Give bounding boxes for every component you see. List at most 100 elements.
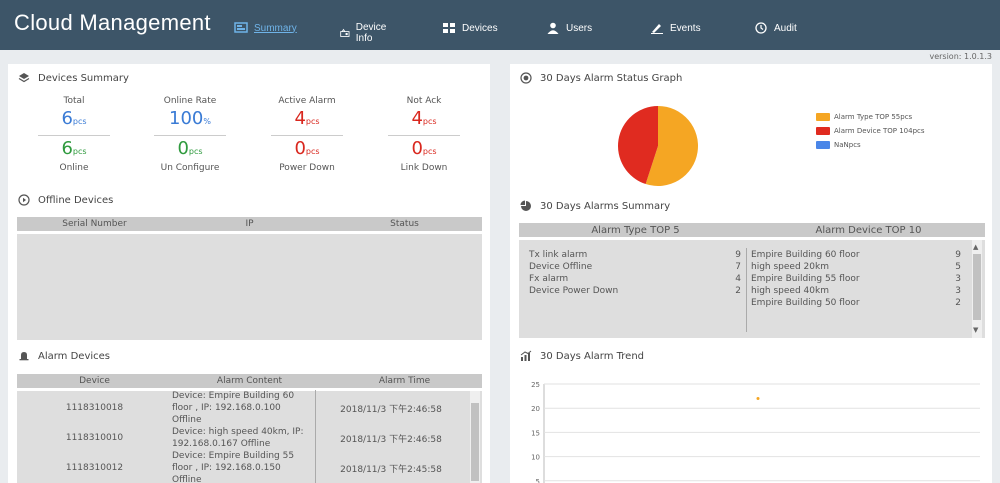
cell-time: 2018/11/3 下午2:46:58 [340, 434, 442, 445]
alarm-table-scrollbar[interactable] [470, 391, 480, 483]
cell-content: Device: Empire Building 60 floor , IP: 1… [172, 390, 316, 426]
legend-item[interactable]: Alarm Device TOP 104pcs [816, 124, 925, 138]
alarm-bell-icon [19, 352, 29, 361]
column-header[interactable]: Status [390, 219, 419, 229]
cell-device: 1118310018 [65, 403, 124, 413]
scroll-down-arrow[interactable]: ▼ [973, 326, 979, 334]
column-header[interactable]: Serial Number [62, 219, 127, 229]
alarms-summary-title: 30 Days Alarms Summary [520, 200, 670, 212]
list-item: Fx alarm 4 [529, 273, 741, 285]
item-name: Empire Building 50 floor [751, 298, 860, 308]
stat-number: 4 [294, 108, 306, 129]
pie-slice[interactable] [645, 106, 698, 186]
alarm-trend-title: 30 Days Alarm Trend [520, 350, 644, 362]
nav-events-label: Events [670, 22, 701, 34]
alarm-devices-title: Alarm Devices [18, 350, 110, 362]
alarm-device-header[interactable]: Alarm Device TOP 10 [815, 224, 922, 236]
pie-slice[interactable] [618, 106, 658, 185]
item-name: Empire Building 55 floor [751, 274, 860, 284]
scroll-up-arrow[interactable]: ▲ [973, 243, 979, 251]
offline-devices-title-text: Offline Devices [38, 194, 114, 206]
data-point[interactable] [756, 397, 760, 401]
list-item: Device Power Down 2 [529, 285, 741, 297]
stat-number: 0 [294, 138, 306, 159]
list-item: Device Offline 7 [529, 261, 741, 273]
alarms-summary-scrollbar[interactable]: ▲ ▼ [972, 240, 982, 338]
list-item: Empire Building 60 floor 9 [751, 249, 961, 261]
cell-device: 1118310010 [65, 433, 124, 443]
stat-value: 0pcs [267, 138, 347, 163]
alarm-trend-title-text: 30 Days Alarm Trend [540, 350, 645, 362]
right-panel: 30 Days Alarm Status Graph 30 Days Alarm… [510, 64, 992, 483]
stat-number: 4 [411, 108, 423, 129]
cell-content: Device: Empire Building 55 floor , IP: 1… [172, 450, 316, 483]
stat-number: 100 [169, 108, 204, 129]
left-panel: Devices Summary Total 6pcs 6pcs Online O… [8, 64, 490, 483]
alarm-type-list: Tx link alarm 9 Device Offline 7 Fx alarm 4… [529, 249, 741, 297]
column-header[interactable]: IP [245, 219, 254, 229]
stat-unit: pcs [422, 117, 437, 126]
legend-label: Alarm Type TOP 55pcs [834, 113, 913, 121]
item-count: 7 [735, 262, 741, 272]
table-row[interactable]: 1118310012 Device: Empire Building 55 fl… [17, 450, 467, 483]
nav-summary[interactable]: Summary [234, 22, 297, 34]
item-name: Empire Building 60 floor [751, 250, 860, 260]
item-count: 4 [735, 274, 741, 284]
nav-audit[interactable]: Audit [754, 22, 797, 34]
stat-label: Un Configure [160, 163, 220, 173]
y-tick-label: 25 [531, 381, 540, 389]
divider [746, 248, 747, 332]
alarm-table-header: Device Alarm Content Alarm Time [17, 374, 482, 388]
device-icon [340, 28, 350, 37]
nav-summary-label: Summary [254, 22, 297, 34]
list-item: high speed 40km 3 [751, 285, 961, 297]
stat-unit: pcs [305, 117, 320, 126]
y-tick-label: 10 [531, 454, 540, 462]
cell-time: 2018/11/3 下午2:46:58 [340, 404, 442, 415]
table-row[interactable]: 1118310010 Device: high speed 40km, IP: … [17, 423, 467, 453]
line-chart-icon [520, 350, 532, 361]
nav-device-info-label: Device Info [355, 22, 387, 44]
item-count: 2 [955, 298, 961, 308]
column-header[interactable]: Alarm Content [216, 376, 283, 386]
y-tick-label: 20 [531, 405, 540, 413]
stat-value: 6pcs [34, 108, 114, 133]
layers-icon [18, 73, 30, 83]
offline-devices-title: Offline Devices [18, 194, 113, 206]
devices-summary-title-text: Devices Summary [38, 72, 129, 84]
scrollbar-thumb[interactable] [471, 403, 479, 481]
item-count: 2 [735, 286, 741, 296]
nav-users[interactable]: Users [546, 22, 592, 34]
scrollbar-thumb[interactable] [973, 254, 981, 320]
item-name: Tx link alarm [529, 250, 588, 260]
legend-item[interactable]: NaNpcs [816, 138, 925, 152]
item-count: 3 [955, 286, 961, 296]
column-header[interactable]: Device [79, 376, 110, 386]
divider [154, 135, 226, 136]
stat-label: Power Down [279, 163, 335, 173]
table-row[interactable]: 1118310018 Device: Empire Building 60 fl… [17, 390, 467, 426]
stat-label: Online [59, 163, 89, 173]
nav-device-info[interactable]: Device Info [340, 22, 391, 44]
offline-table-header: Serial Number IP Status [17, 217, 482, 231]
nav-devices[interactable]: Devices [442, 22, 498, 34]
stat-value: 4pcs [267, 108, 347, 133]
stat-unit: pcs [305, 147, 320, 156]
target-icon [520, 72, 532, 84]
item-count: 9 [735, 250, 741, 260]
stat-number: 0 [411, 138, 423, 159]
list-item: Tx link alarm 9 [529, 249, 741, 261]
cell-device: 1118310012 [65, 463, 124, 473]
nav-events[interactable]: Events [650, 22, 701, 34]
column-header[interactable]: Alarm Time [378, 376, 431, 386]
legend-item[interactable]: Alarm Type TOP 55pcs [816, 110, 925, 124]
divider [271, 135, 343, 136]
legend-swatch [816, 127, 830, 135]
stat-label: Active Alarm [278, 96, 336, 106]
status-graph-title-text: 30 Days Alarm Status Graph [540, 72, 683, 84]
legend-label: NaNpcs [834, 141, 861, 149]
nav-devices-label: Devices [462, 22, 498, 34]
cell-time: 2018/11/3 下午2:45:58 [340, 464, 442, 475]
nav-users-label: Users [566, 22, 593, 34]
alarm-type-header[interactable]: Alarm Type TOP 5 [591, 224, 680, 236]
